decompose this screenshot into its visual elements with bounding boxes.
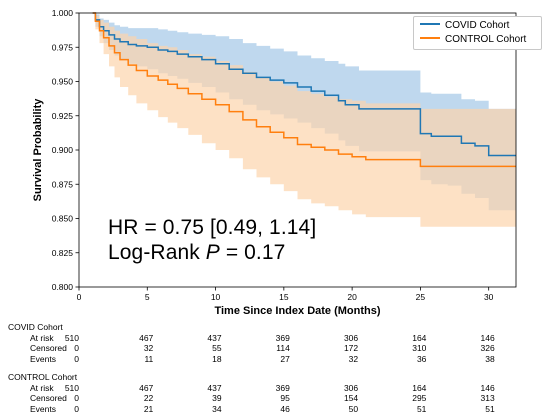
x-tick-label: 20	[347, 292, 357, 302]
risk-cell: 32	[143, 343, 154, 353]
x-tick-label: 30	[484, 292, 494, 302]
km-chart: 0.800 0.825 0.850 0.875 0.900 0.925 0.950 0.975…	[32, 8, 517, 317]
x-tick-label: 0	[77, 292, 82, 302]
legend-item-covid: COVID Cohort	[420, 19, 509, 33]
risk-cell: 34	[212, 403, 222, 414]
risk-cell: 51	[485, 403, 495, 414]
risk-cell: 21	[143, 403, 154, 414]
risk-cell: 164	[412, 332, 427, 343]
risk-row-label: Censored	[30, 393, 67, 403]
risk-cell: 310	[412, 343, 427, 353]
y-tick-label: 0.925	[52, 111, 74, 121]
legend-item-control: CONTROL Cohort	[420, 33, 526, 47]
log-rank-prefix: Log-Rank	[108, 241, 206, 264]
risk-cell: 295	[412, 393, 427, 403]
risk-cell: 369	[275, 332, 290, 343]
risk-row-label: Events	[30, 353, 56, 364]
risk-row-label: At risk	[30, 382, 54, 393]
ci-band-control	[92, 13, 516, 227]
risk-cell: 114	[276, 343, 290, 353]
risk-cell: 50	[348, 403, 359, 414]
risk-cell: 172	[343, 343, 359, 353]
risk-cell: 95	[280, 393, 290, 403]
legend-label-control: CONTROL Cohort	[445, 34, 527, 45]
x-axis-label: Time Since Index Date (Months)	[214, 305, 380, 317]
risk-group-title: COVID Cohort	[8, 322, 63, 332]
y-tick-label: 1.000	[52, 8, 74, 18]
y-tick-label: 0.825	[52, 248, 74, 258]
risk-cell: 0	[74, 403, 79, 414]
y-axis-label: Survival Probability	[32, 98, 44, 202]
risk-cell: 36	[416, 353, 427, 364]
risk-cell: 27	[280, 353, 290, 364]
y-tick-label: 0.850	[52, 214, 74, 224]
legend-swatch-control	[420, 37, 440, 40]
legend-label-covid: COVID Cohort	[445, 20, 510, 31]
risk-cell: 0	[74, 343, 79, 353]
hazard-ratio-annotation: HR = 0.75 [0.49, 1.14]	[108, 216, 317, 239]
risk-cell: 38	[485, 353, 495, 364]
y-tick-label: 0.950	[52, 77, 74, 87]
x-tick-label: 10	[211, 292, 221, 302]
risk-cell: 39	[212, 393, 222, 403]
risk-cell: 146	[480, 382, 495, 393]
log-rank-value: = 0.17	[219, 241, 286, 264]
legend: COVID Cohort CONTROL Cohort	[413, 16, 542, 50]
risk-cell: 22	[143, 393, 154, 403]
risk-cell: 0	[74, 353, 79, 364]
y-tick-label: 0.975	[52, 42, 74, 52]
risk-cell: 510	[64, 382, 79, 393]
risk-cell: 51	[416, 403, 427, 414]
risk-row-label: Censored	[30, 343, 67, 353]
log-rank-annotation: Log-Rank P = 0.17	[108, 241, 285, 265]
risk-cell: 313	[480, 393, 495, 403]
risk-cell: 0	[74, 393, 79, 403]
risk-cell: 11	[144, 353, 154, 364]
risk-cell: 154	[343, 393, 359, 403]
risk-cell: 369	[275, 382, 290, 393]
survival-line-covid	[92, 12, 516, 157]
log-rank-p-symbol: P	[205, 241, 220, 264]
x-tick-label: 5	[145, 292, 150, 302]
risk-row-label: Events	[30, 403, 56, 414]
risk-cell: 326	[480, 343, 495, 353]
y-tick-label: 0.800	[52, 282, 74, 292]
x-tick-label: 25	[416, 292, 426, 302]
risk-row-label: At risk	[30, 332, 54, 343]
risk-cell: 46	[280, 403, 290, 414]
survival-line-control	[92, 12, 516, 168]
risk-group-title: CONTROL Cohort	[8, 372, 78, 382]
risk-cell: 510	[64, 332, 79, 343]
risk-cell: 437	[207, 332, 222, 343]
risk-cell: 306	[343, 382, 359, 393]
y-tick-label: 0.875	[52, 179, 74, 189]
number-at-risk-table: COVID Cohort At risk 510 467 437 369 306 164 146…	[0, 323, 550, 420]
risk-cell: 32	[348, 353, 359, 364]
risk-cell: 467	[139, 332, 154, 343]
risk-cell: 18	[212, 353, 222, 364]
y-tick-label: 0.900	[52, 145, 74, 155]
risk-cell: 467	[139, 382, 154, 393]
legend-swatch-covid	[420, 23, 440, 26]
km-chart-svg: 0.800 0.825 0.850 0.875 0.900 0.925 0.950 0.975…	[32, 8, 517, 317]
risk-cell: 146	[480, 332, 495, 343]
risk-cell: 437	[207, 382, 222, 393]
risk-cell: 306	[343, 332, 359, 343]
risk-cell: 164	[412, 382, 427, 393]
x-tick-label: 15	[279, 292, 289, 302]
risk-cell: 55	[212, 343, 222, 353]
